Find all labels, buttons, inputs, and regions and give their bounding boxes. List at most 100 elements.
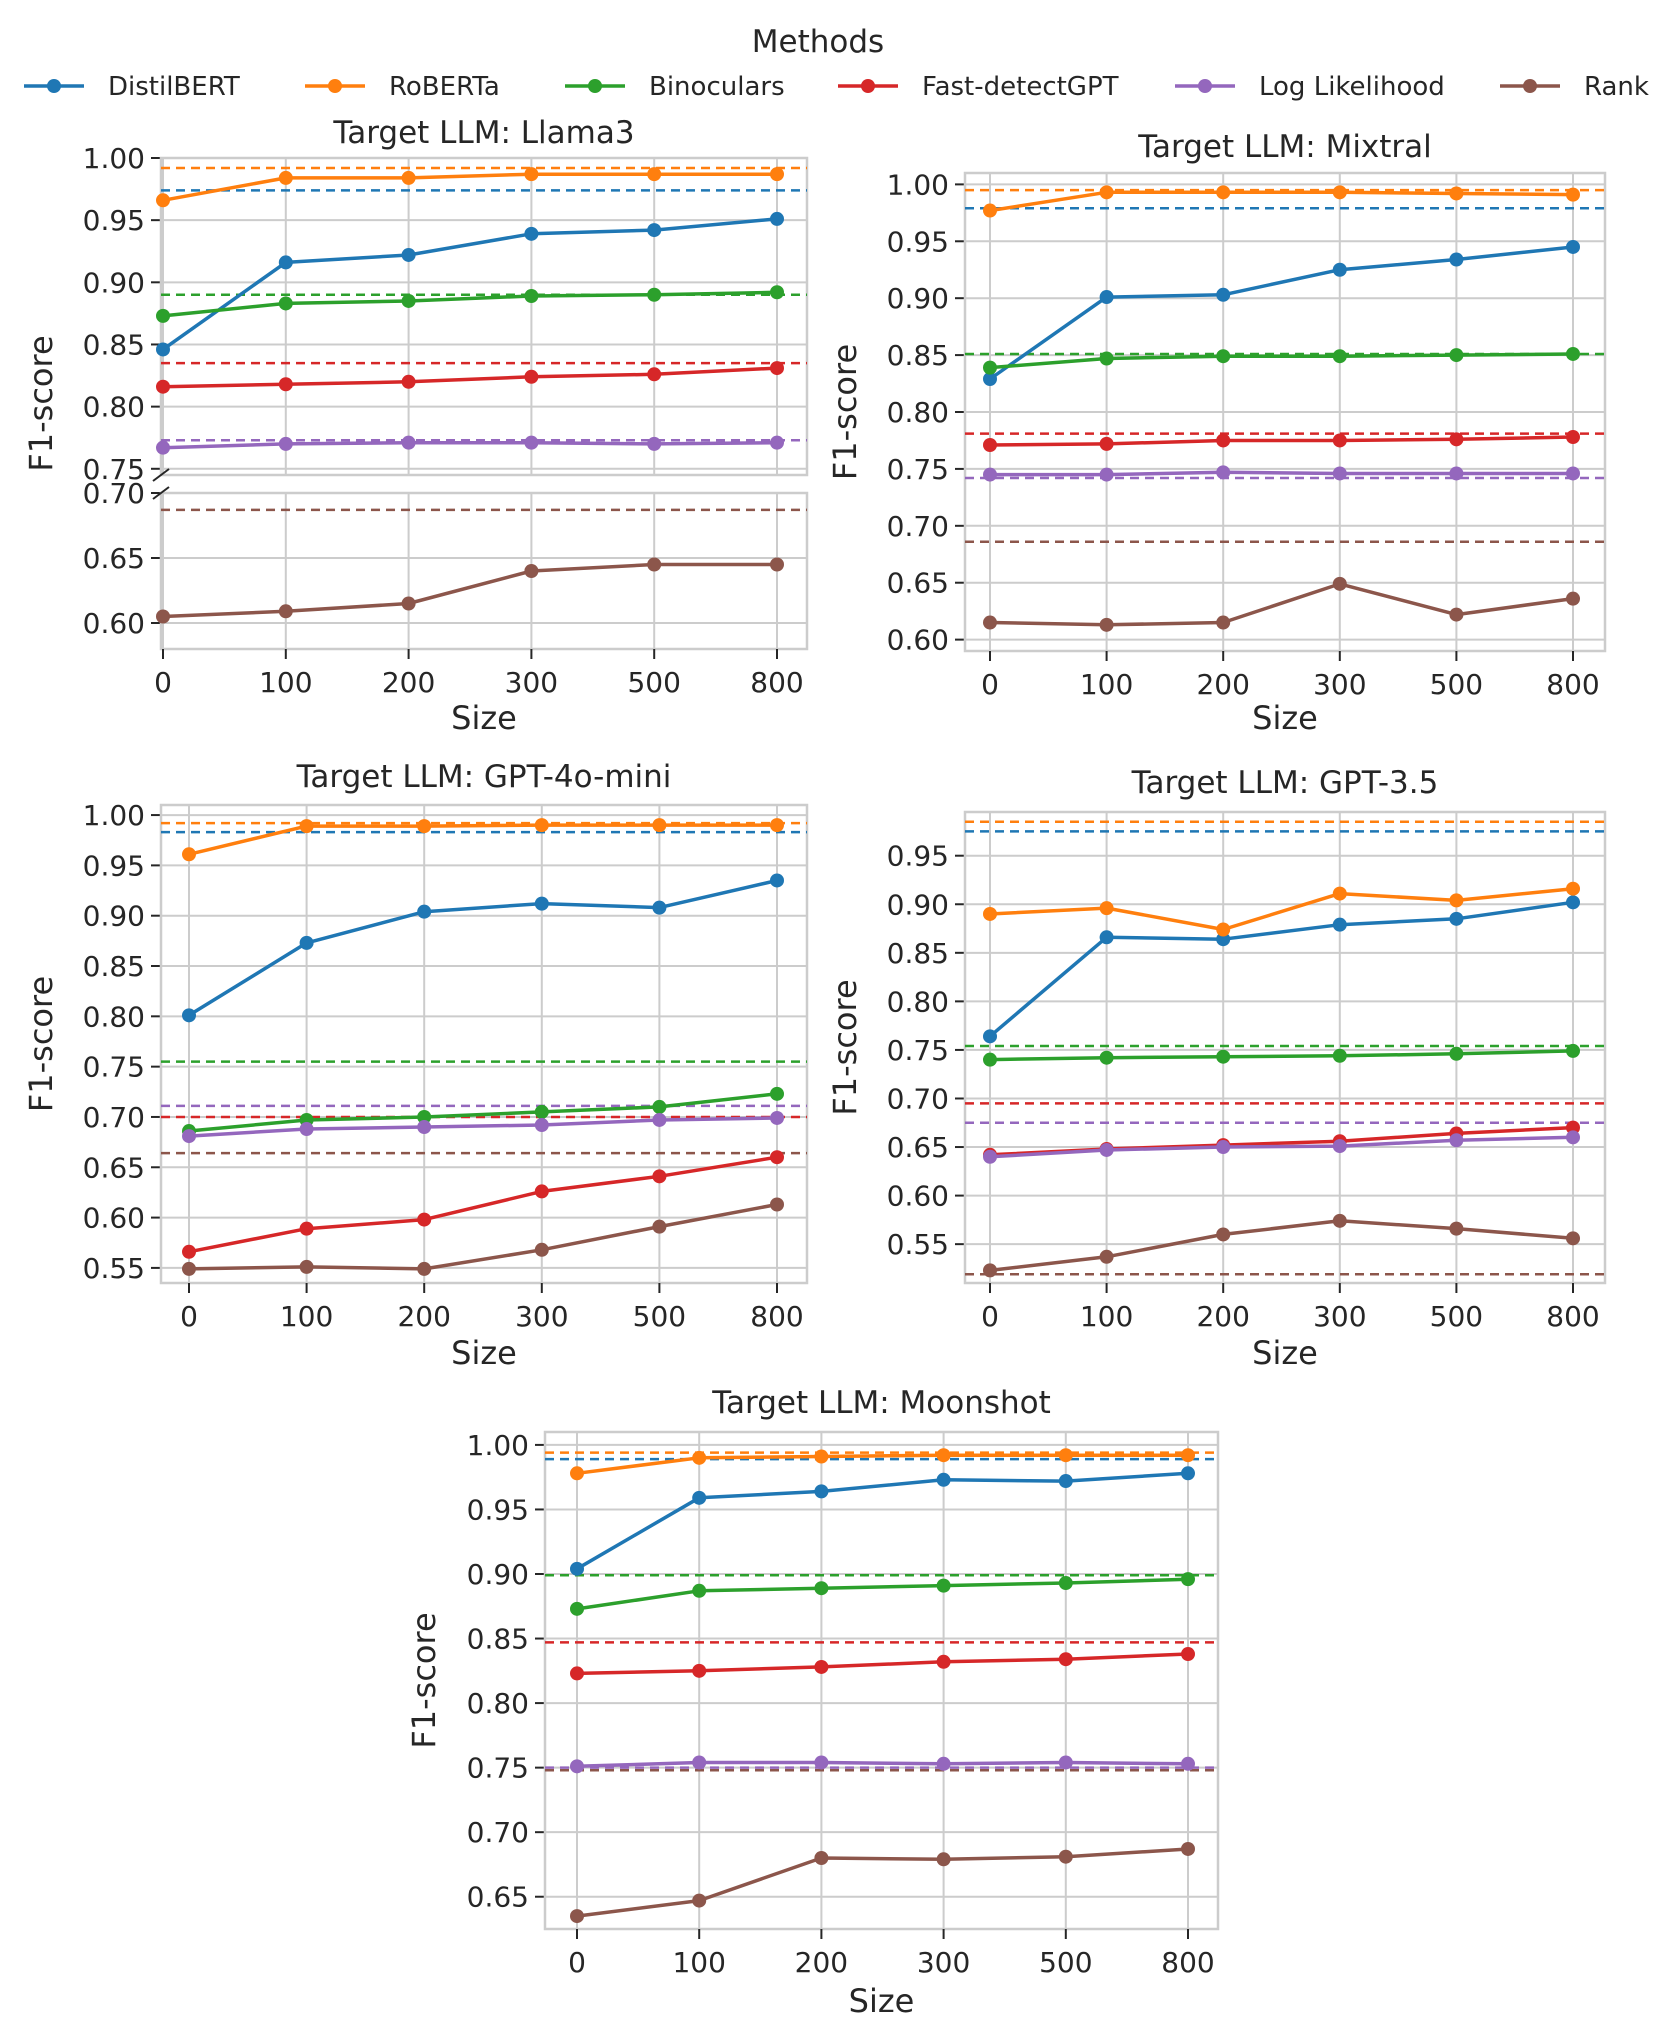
data-point-rank xyxy=(1181,1841,1195,1856)
legend-item-binoculars: Binoculars xyxy=(565,72,785,102)
legend: Methods DistilBERT RoBERTa Binoculars Fast-… xyxy=(24,24,1649,102)
x-axis-label: Size xyxy=(849,1982,915,2020)
data-point-rank xyxy=(524,564,539,578)
data-point-fast-detectgpt xyxy=(1566,430,1580,445)
plot-area-moonshot: 0.65 0.70 0.75 0.80 0.85 0.90 0.95 1.00 xyxy=(467,1429,1220,1931)
legend-marker-rank xyxy=(1523,79,1537,93)
x-axis-label: Size xyxy=(1252,699,1318,737)
series-line-log-likelihood xyxy=(576,1760,1189,1769)
series-line-binoculars xyxy=(188,1092,778,1133)
data-point-log-likelihood xyxy=(570,1759,584,1774)
data-point-fast-detectgpt xyxy=(1449,432,1464,447)
data-point-log-likelihood xyxy=(182,1129,196,1144)
data-point-distilbert xyxy=(1058,1474,1073,1489)
x-tick-label: 100 xyxy=(672,1946,725,1979)
data-point-distilbert xyxy=(570,1561,584,1576)
data-point-log-likelihood xyxy=(1332,466,1347,481)
data-point-roberta xyxy=(770,167,784,182)
series-rank xyxy=(570,1841,1195,1924)
series-line-distilbert xyxy=(988,245,1574,381)
data-point-roberta xyxy=(770,818,784,833)
series-line-distilbert xyxy=(576,1471,1189,1571)
y-tick-label: 0.65 xyxy=(887,1131,949,1164)
series-line-distilbert xyxy=(188,878,778,1017)
series-roberta xyxy=(570,1448,1195,1481)
data-point-distilbert xyxy=(647,223,662,238)
data-point-distilbert xyxy=(1566,239,1580,254)
data-point-rank xyxy=(1058,1849,1073,1864)
data-point-rank xyxy=(1099,1249,1114,1264)
series-fast-detectgpt xyxy=(983,430,1580,453)
data-point-distilbert xyxy=(936,1472,951,1487)
y-tick-label: 0.95 xyxy=(887,225,949,258)
series-fast-detectgpt xyxy=(182,1150,784,1259)
data-point-roberta xyxy=(1449,893,1464,908)
data-point-fast-detectgpt xyxy=(983,438,997,453)
legend-label-roberta: RoBERTa xyxy=(389,72,500,102)
x-tick-label: 200 xyxy=(795,1946,848,1979)
y-tick-label: 0.70 xyxy=(887,510,949,543)
legend-label-distilbert: DistilBERT xyxy=(108,72,240,102)
data-point-rank xyxy=(1216,615,1231,630)
data-point-distilbert xyxy=(524,226,539,241)
data-point-rank xyxy=(1099,617,1114,632)
data-point-distilbert xyxy=(401,247,416,262)
data-point-rank xyxy=(814,1851,829,1865)
y-axis-label: F1-score xyxy=(826,979,864,1115)
series-log-likelihood xyxy=(156,435,784,455)
data-point-rank xyxy=(1449,1221,1464,1236)
data-point-rank xyxy=(534,1242,549,1257)
data-point-rank xyxy=(647,557,662,572)
data-point-rank xyxy=(417,1261,432,1276)
data-point-rank xyxy=(983,1263,997,1278)
data-point-roberta xyxy=(182,847,196,862)
x-tick-label: 100 xyxy=(259,666,312,699)
panel-title: Target LLM: GPT-4o-mini xyxy=(296,759,672,795)
data-point-fast-detectgpt xyxy=(278,377,293,392)
panel-moonshot: 0.65 0.70 0.75 0.80 0.85 0.90 0.95 1.00 0 100 200 3… xyxy=(405,1385,1220,2020)
data-point-binoculars xyxy=(417,1109,432,1124)
y-axis-label: F1-score xyxy=(826,344,864,480)
x-tick-label: 0 xyxy=(154,666,172,699)
x-tick-label: 300 xyxy=(1313,668,1366,701)
y-tick-label: 0.75 xyxy=(83,1051,145,1084)
legend-marker-log-likelihood xyxy=(1198,79,1212,93)
y-tick-label: 0.90 xyxy=(887,282,949,315)
data-point-rank xyxy=(1566,591,1580,606)
data-point-log-likelihood xyxy=(417,1120,432,1135)
series-distilbert xyxy=(983,239,1580,386)
data-point-log-likelihood xyxy=(1099,1142,1114,1157)
series-line-roberta xyxy=(162,172,777,203)
data-point-roberta xyxy=(1332,886,1347,901)
data-point-distilbert xyxy=(182,1008,196,1023)
data-point-fast-detectgpt xyxy=(417,1212,432,1227)
y-tick-label: 0.70 xyxy=(887,1082,949,1115)
series-line-rank xyxy=(162,562,777,619)
x-tick-label: 800 xyxy=(1161,1946,1214,1979)
y-tick-label: 0.80 xyxy=(83,391,145,424)
series-line-rank xyxy=(188,1202,778,1271)
data-point-binoculars xyxy=(647,287,662,302)
x-tick-label: 500 xyxy=(1039,1946,1092,1979)
data-point-fast-detectgpt xyxy=(814,1659,829,1674)
series-roberta xyxy=(182,818,784,862)
plot-frame xyxy=(159,156,809,477)
legend-marker-roberta xyxy=(328,79,342,93)
legend-marker-binoculars xyxy=(588,79,602,93)
y-tick-label: 0.70 xyxy=(467,1816,529,1849)
y-tick-label: 0.80 xyxy=(887,396,949,429)
series-line-fast-detectgpt xyxy=(576,1652,1189,1676)
data-point-distilbert xyxy=(1181,1466,1195,1481)
data-point-log-likelihood xyxy=(1566,466,1580,481)
plot-area-gpt-4o-mini: 0.55 0.60 0.65 0.70 0.75 0.80 0.85 0.90 0.95 1.00 xyxy=(83,799,809,1285)
x-tick-label: 200 xyxy=(397,1300,450,1333)
series-rank xyxy=(983,576,1580,632)
data-point-distilbert xyxy=(1449,252,1464,267)
x-tick-label: 200 xyxy=(1196,1300,1249,1333)
series-binoculars xyxy=(983,1043,1580,1067)
data-point-fast-detectgpt xyxy=(1216,433,1231,448)
y-tick-label: 1.00 xyxy=(83,142,145,175)
y-tick-label: 0.85 xyxy=(887,937,949,970)
y-tick-label: 0.60 xyxy=(887,624,949,657)
